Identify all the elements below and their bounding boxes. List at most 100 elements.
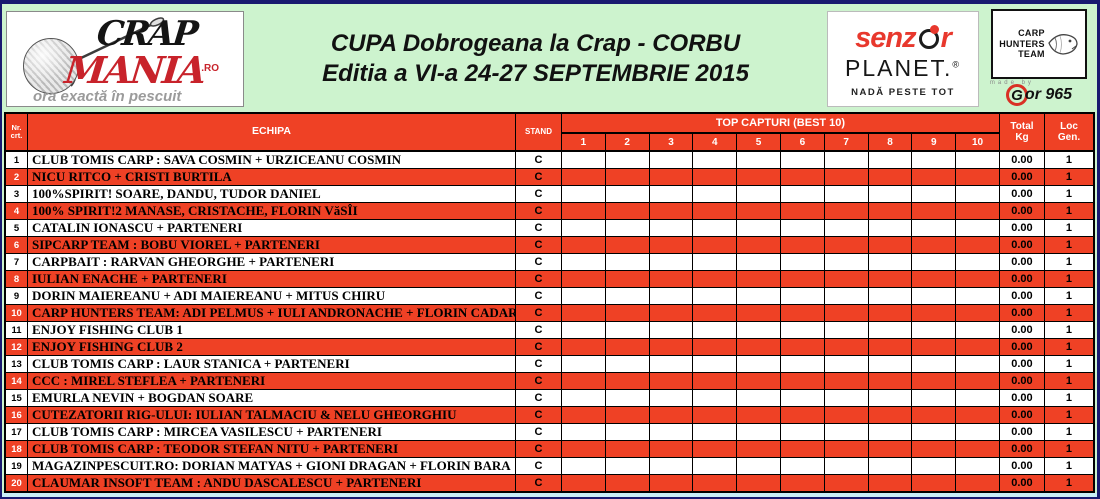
stand-cell[interactable]: C: [516, 441, 562, 457]
capture-cell[interactable]: [869, 373, 913, 389]
total-kg-cell[interactable]: 0.00: [1000, 441, 1045, 457]
capture-cell[interactable]: [781, 203, 825, 219]
team-name-cell[interactable]: IULIAN ENACHE + PARTENERI: [28, 271, 516, 287]
team-name-cell[interactable]: CLUB TOMIS CARP : SAVA COSMIN + URZICEAN…: [28, 152, 516, 168]
capture-cell[interactable]: [562, 407, 606, 423]
capture-cell[interactable]: [562, 220, 606, 236]
capture-cell[interactable]: [693, 186, 738, 202]
capture-cell[interactable]: [693, 339, 738, 355]
capture-cell[interactable]: [912, 254, 957, 270]
capture-cell[interactable]: [606, 407, 650, 423]
stand-cell[interactable]: C: [516, 322, 562, 338]
capture-cell[interactable]: [912, 458, 957, 474]
capture-cell[interactable]: [737, 237, 781, 253]
capture-cell[interactable]: [693, 305, 738, 321]
capture-cell[interactable]: [956, 322, 1000, 338]
capture-cell[interactable]: [562, 271, 606, 287]
capture-cell[interactable]: [737, 186, 781, 202]
capture-cell[interactable]: [562, 339, 606, 355]
capture-cell[interactable]: [912, 152, 957, 168]
capture-cell[interactable]: [650, 339, 694, 355]
capture-cell[interactable]: [693, 271, 738, 287]
row-number-cell[interactable]: 20: [6, 475, 28, 491]
capture-cell[interactable]: [650, 271, 694, 287]
capture-cell[interactable]: [737, 339, 781, 355]
capture-cell[interactable]: [650, 424, 694, 440]
capture-cell[interactable]: [606, 169, 650, 185]
capture-cell[interactable]: [956, 271, 1000, 287]
capture-cell[interactable]: [956, 237, 1000, 253]
capture-cell[interactable]: [650, 186, 694, 202]
capture-cell[interactable]: [693, 169, 738, 185]
capture-cell[interactable]: [650, 203, 694, 219]
stand-cell[interactable]: C: [516, 356, 562, 372]
stand-cell[interactable]: C: [516, 152, 562, 168]
capture-col-header[interactable]: 3: [649, 134, 694, 150]
capture-cell[interactable]: [562, 322, 606, 338]
capture-cell[interactable]: [869, 169, 913, 185]
capture-cell[interactable]: [956, 475, 1000, 491]
row-number-cell[interactable]: 12: [6, 339, 28, 355]
capture-cell[interactable]: [781, 152, 825, 168]
capture-cell[interactable]: [562, 237, 606, 253]
capture-cell[interactable]: [956, 305, 1000, 321]
capture-cell[interactable]: [606, 424, 650, 440]
loc-gen-cell[interactable]: 1: [1065, 341, 1073, 353]
capture-cell[interactable]: [650, 220, 694, 236]
row-number-cell[interactable]: 13: [6, 356, 28, 372]
team-name-cell[interactable]: 100% SPIRIT!2 MANASE, CRISTACHE, FLORIN …: [28, 203, 516, 219]
capture-cell[interactable]: [562, 254, 606, 270]
capture-cell[interactable]: [562, 169, 606, 185]
capture-cell[interactable]: [781, 356, 825, 372]
loc-gen-cell[interactable]: 1: [1065, 443, 1073, 455]
capture-col-header[interactable]: 9: [912, 134, 957, 150]
capture-cell[interactable]: [650, 356, 694, 372]
capture-cell[interactable]: [737, 407, 781, 423]
capture-cell[interactable]: [825, 271, 869, 287]
col-header-total-kg[interactable]: Total Kg: [1000, 114, 1045, 150]
team-name-cell[interactable]: CUTEZATORII RIG-ULUI: IULIAN TALMACIU & …: [28, 407, 516, 423]
row-number-cell[interactable]: 5: [6, 220, 28, 236]
capture-col-header[interactable]: 2: [605, 134, 650, 150]
capture-cell[interactable]: [781, 305, 825, 321]
capture-cell[interactable]: [912, 288, 957, 304]
capture-cell[interactable]: [650, 305, 694, 321]
total-kg-cell[interactable]: 0.00: [1000, 186, 1045, 202]
capture-cell[interactable]: [737, 169, 781, 185]
total-kg-cell[interactable]: 0.00: [1000, 356, 1045, 372]
capture-cell[interactable]: [912, 390, 957, 406]
capture-cell[interactable]: [693, 220, 738, 236]
capture-cell[interactable]: [606, 186, 650, 202]
stand-cell[interactable]: C: [516, 288, 562, 304]
col-header-top-capturi[interactable]: TOP CAPTURI (BEST 10): [562, 114, 1000, 134]
capture-cell[interactable]: [737, 271, 781, 287]
capture-cell[interactable]: [825, 305, 869, 321]
capture-cell[interactable]: [562, 475, 606, 491]
capture-cell[interactable]: [825, 339, 869, 355]
capture-cell[interactable]: [781, 169, 825, 185]
capture-cell[interactable]: [869, 424, 913, 440]
capture-cell[interactable]: [693, 441, 738, 457]
capture-cell[interactable]: [825, 220, 869, 236]
capture-col-header[interactable]: 4: [693, 134, 738, 150]
capture-cell[interactable]: [912, 475, 957, 491]
stand-cell[interactable]: C: [516, 339, 562, 355]
team-name-cell[interactable]: SIPCARP TEAM : BOBU VIOREL + PARTENERI: [28, 237, 516, 253]
capture-cell[interactable]: [956, 288, 1000, 304]
row-number-cell[interactable]: 4: [6, 203, 28, 219]
capture-cell[interactable]: [650, 373, 694, 389]
capture-cell[interactable]: [825, 322, 869, 338]
capture-col-header[interactable]: 8: [868, 134, 913, 150]
team-name-cell[interactable]: CLUB TOMIS CARP : TEODOR STEFAN NITU + P…: [28, 441, 516, 457]
total-kg-cell[interactable]: 0.00: [1000, 271, 1045, 287]
capture-cell[interactable]: [825, 407, 869, 423]
total-kg-cell[interactable]: 0.00: [1000, 237, 1045, 253]
capture-cell[interactable]: [956, 441, 1000, 457]
capture-col-header[interactable]: 1: [562, 134, 606, 150]
capture-cell[interactable]: [737, 373, 781, 389]
capture-cell[interactable]: [825, 373, 869, 389]
capture-cell[interactable]: [650, 254, 694, 270]
team-name-cell[interactable]: CARPBAIT : RARVAN GHEORGHE + PARTENERI: [28, 254, 516, 270]
capture-cell[interactable]: [562, 305, 606, 321]
capture-cell[interactable]: [737, 152, 781, 168]
